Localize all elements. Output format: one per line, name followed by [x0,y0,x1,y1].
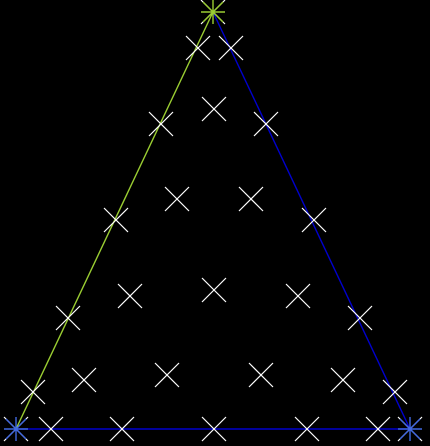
mesh-node-marker [154,362,180,388]
triangle-left-edge [15,11,214,430]
mesh-node-marker [103,207,129,233]
mesh-node-marker [330,367,356,393]
mesh-node-marker [109,416,135,442]
mesh-node-marker [285,283,311,309]
apex-highlight [201,0,225,24]
mesh-node-marker [248,362,274,388]
mesh-node-marker [201,96,227,122]
point-markers [3,0,423,442]
mesh-node-marker [347,305,373,331]
triangle-right-edge [212,11,411,430]
mesh-node-marker [253,111,279,137]
mesh-node-marker [148,111,174,137]
mesh-node-marker [20,379,46,405]
mesh-node-marker [201,277,227,303]
mesh-node-marker [55,305,81,331]
mesh-node-marker [382,379,408,405]
base-left-corner-highlight [4,417,28,441]
mesh-node-marker [365,416,391,442]
mesh-node-marker [201,416,227,442]
mesh-node-marker [238,186,264,212]
mesh-node-marker [301,207,327,233]
mesh-node-marker [71,367,97,393]
mesh-node-marker [38,416,64,442]
mesh-node-marker [218,35,244,61]
mesh-node-marker [164,186,190,212]
mesh-node-marker [185,35,211,61]
mesh-node-marker [294,416,320,442]
mesh-node-marker [117,283,143,309]
base-right-corner-highlight [398,417,422,441]
